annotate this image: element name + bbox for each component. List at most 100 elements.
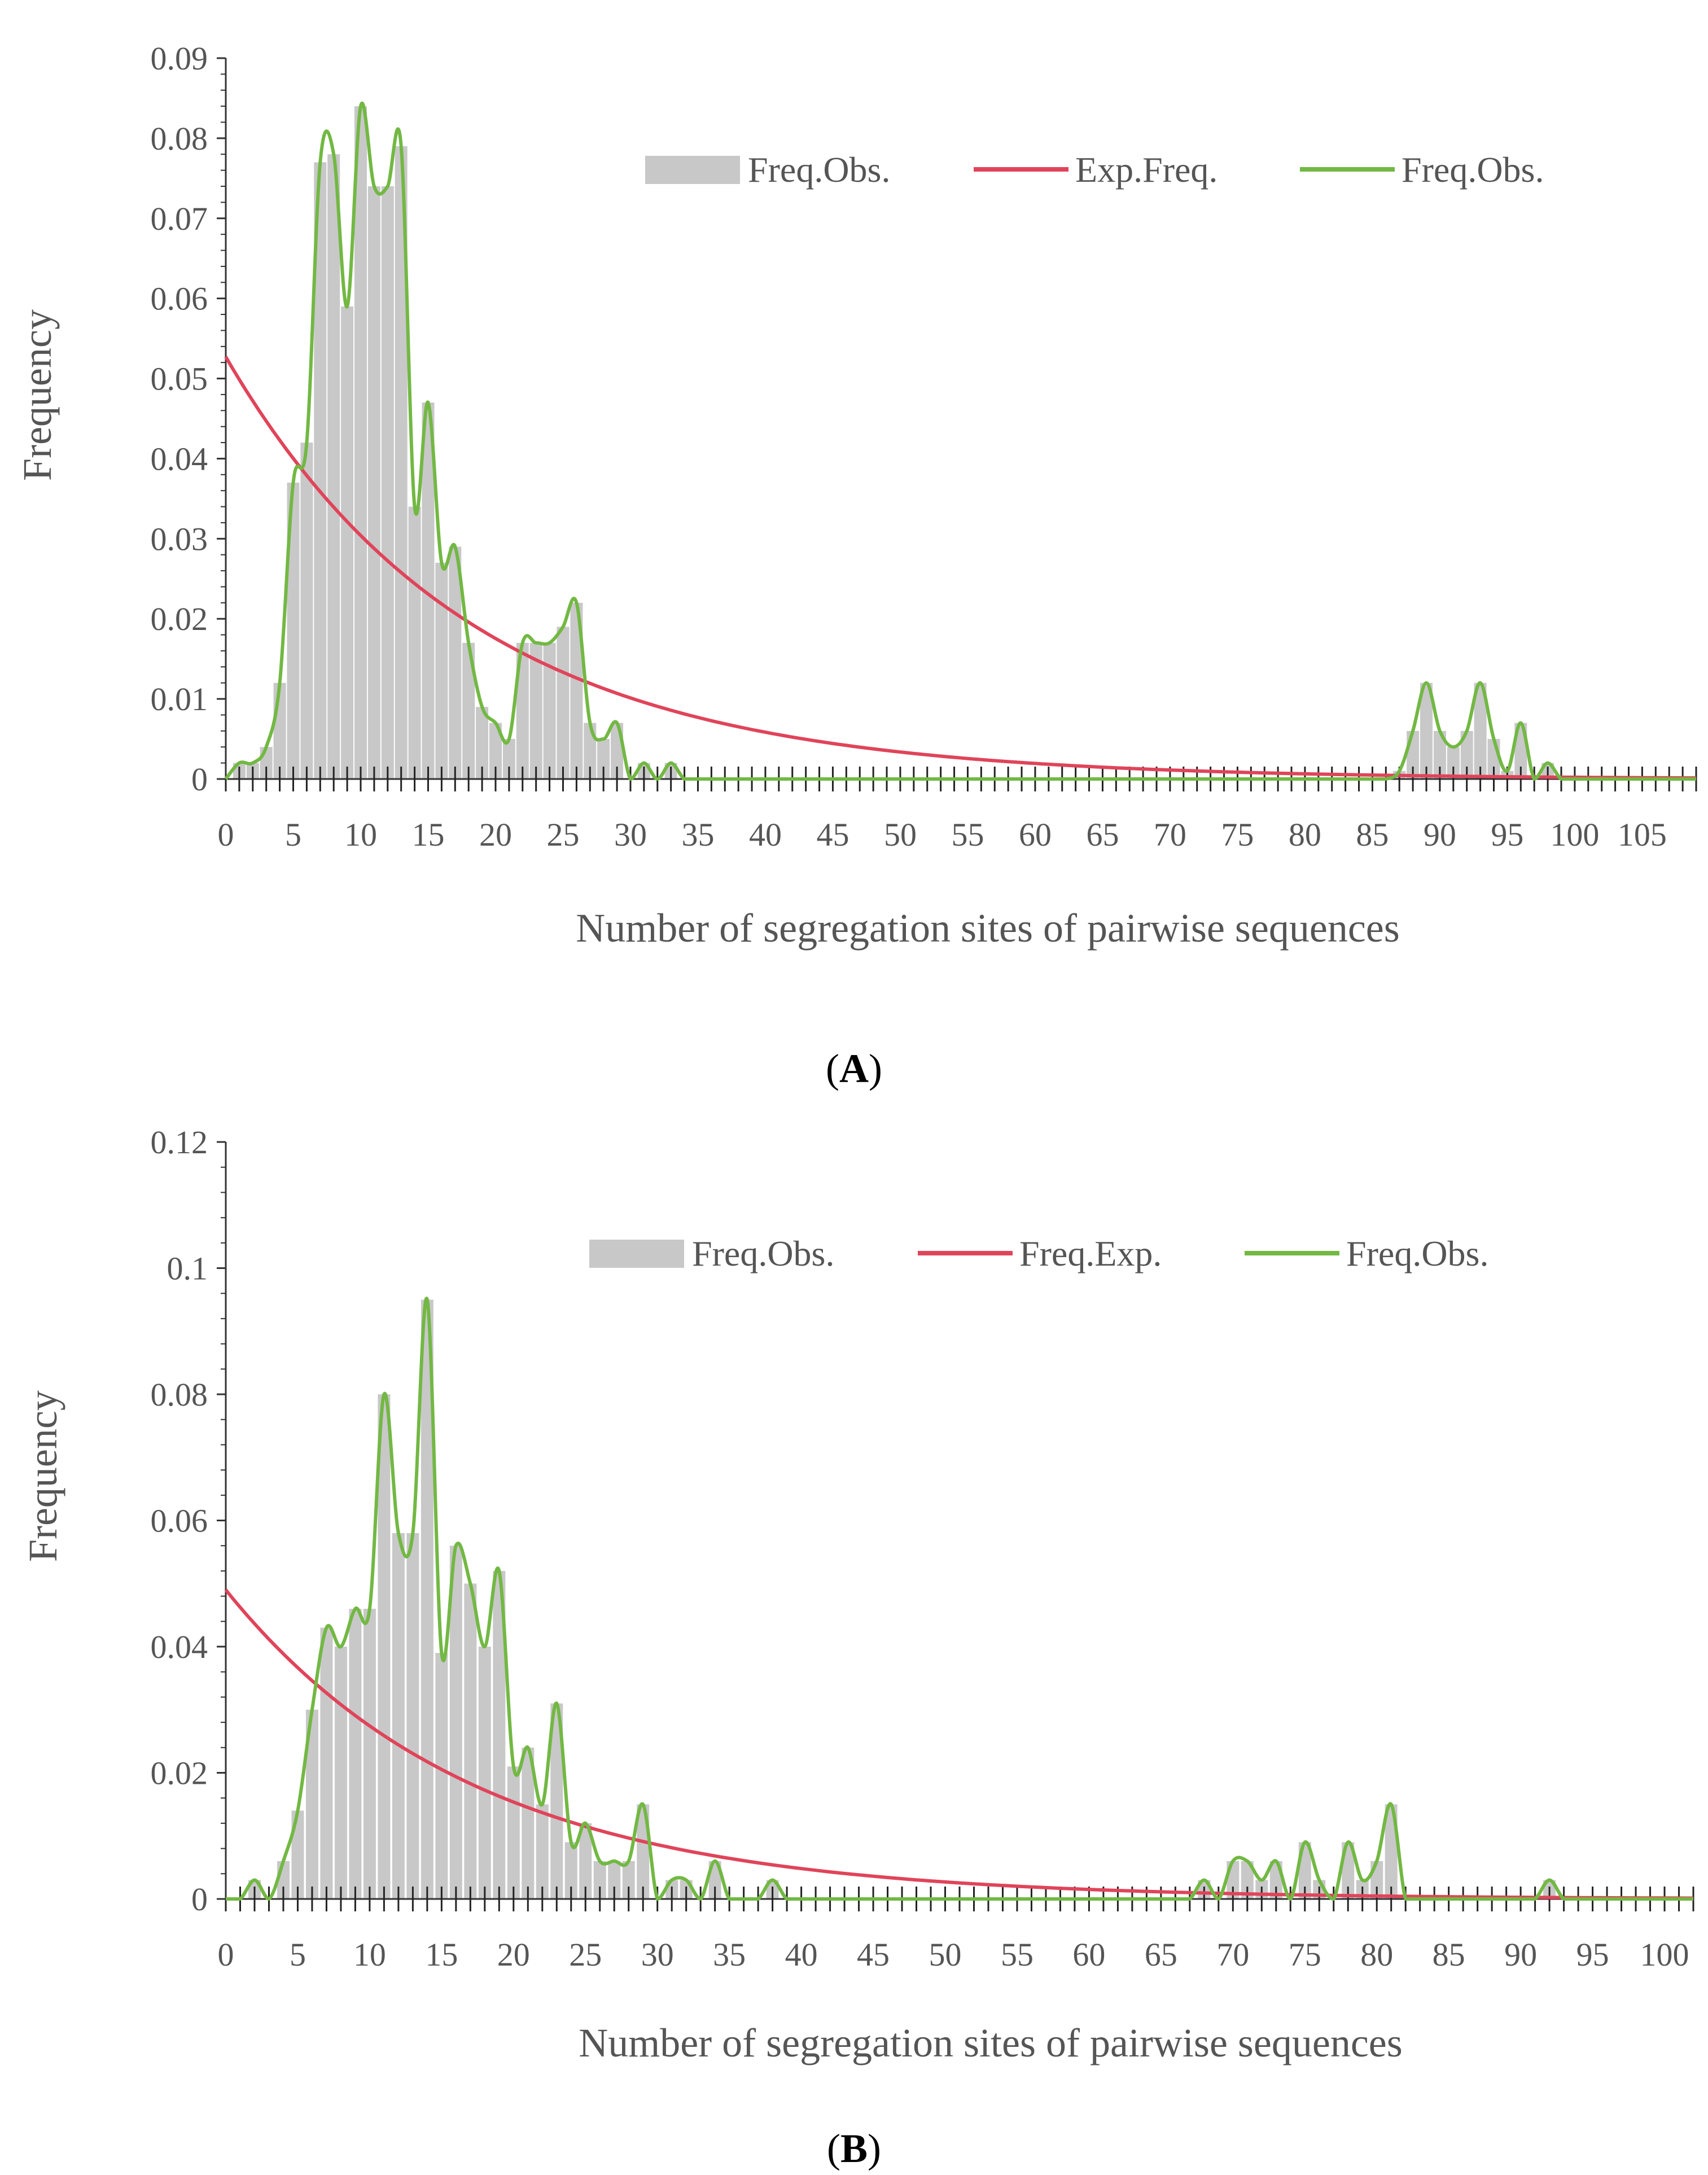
legend-label-bars: Freq.Obs. <box>692 1233 834 1274</box>
bar <box>349 1608 362 1899</box>
panel-label-b: (B) <box>827 2126 881 2171</box>
x-tick-label: 25 <box>569 1936 602 1973</box>
y-tick-label: 0.09 <box>151 40 208 77</box>
legend: Freq.Obs. Freq.Exp. Freq.Obs. <box>589 1233 1488 1274</box>
x-tick-label: 55 <box>1001 1936 1033 1973</box>
legend-label-bars: Freq.Obs. <box>748 150 890 190</box>
bar <box>608 1861 621 1899</box>
x-tick-label: 15 <box>425 1936 458 1973</box>
x-tick-label: 105 <box>1618 816 1667 853</box>
x-tick-label: 100 <box>1640 1936 1689 1973</box>
bar <box>476 707 489 779</box>
bar <box>395 146 408 780</box>
bar <box>1447 747 1460 779</box>
bar <box>422 402 435 779</box>
legend-label-observed: Freq.Obs. <box>1402 150 1544 190</box>
bar <box>408 506 421 779</box>
bar <box>570 602 583 779</box>
bar <box>522 1747 535 1899</box>
bar <box>341 306 354 779</box>
bar <box>1420 682 1433 779</box>
bar <box>597 739 610 779</box>
bar <box>435 1653 448 1899</box>
bar <box>354 106 367 780</box>
legend-label-expected: Exp.Freq. <box>1075 150 1218 190</box>
x-tick-label: 5 <box>290 1936 306 1973</box>
bar <box>449 1546 462 1899</box>
bar <box>1241 1861 1254 1899</box>
bar <box>489 723 502 779</box>
x-tick-label: 65 <box>1145 1936 1177 1973</box>
x-tick-label: 5 <box>285 816 301 853</box>
observed-bars <box>233 106 1554 780</box>
bar <box>1433 730 1446 779</box>
bar <box>507 1766 520 1899</box>
expected-frequency-line <box>224 356 1696 780</box>
x-tick-label: 0 <box>218 816 234 853</box>
y-tick-label: 0.05 <box>151 361 208 397</box>
bar <box>435 562 448 779</box>
bar <box>291 1810 304 1899</box>
x-tick-label: 15 <box>411 816 444 853</box>
x-tick-label: 95 <box>1491 816 1523 853</box>
y-tick-label: 0.06 <box>151 1503 208 1539</box>
x-tick-label: 60 <box>1019 816 1052 853</box>
x-tick-label: 60 <box>1072 1936 1105 1973</box>
bar <box>622 1861 635 1899</box>
legend-swatch-bars <box>645 156 740 184</box>
x-tick-label: 95 <box>1576 1936 1609 1973</box>
bar <box>421 1299 433 1899</box>
x-tick-label: 30 <box>614 816 647 853</box>
legend: Freq.Obs. Exp.Freq. Freq.Obs. <box>645 150 1544 190</box>
bar <box>314 162 327 779</box>
x-tick-label: 45 <box>816 816 849 853</box>
y-tick-label: 0 <box>191 1881 208 1918</box>
x-tick-label: 45 <box>857 1936 890 1973</box>
x-tick-label: 35 <box>681 816 714 853</box>
x-tick-label: 85 <box>1433 1936 1465 1973</box>
bar <box>1460 730 1473 779</box>
x-tick-label: 20 <box>479 816 512 853</box>
y-tick-label: 0.08 <box>151 120 208 157</box>
legend-swatch-bars <box>589 1240 684 1268</box>
bar <box>406 1533 419 1899</box>
bar <box>378 1394 391 1899</box>
bar <box>478 1647 491 1899</box>
bar <box>392 1533 405 1899</box>
x-tick-label: 35 <box>713 1936 746 1973</box>
bar <box>502 739 515 779</box>
bar <box>381 186 394 779</box>
x-tick-label: 10 <box>344 816 377 853</box>
bar <box>327 154 340 780</box>
observed-frequency-line <box>224 102 1696 781</box>
y-tick-label: 0.1 <box>167 1250 208 1287</box>
x-tick-label: 40 <box>749 816 782 853</box>
y-tick-label: 0.12 <box>151 1124 208 1161</box>
x-tick-label: 50 <box>929 1936 962 1973</box>
bar <box>462 642 475 779</box>
x-tick-label: 70 <box>1154 816 1186 853</box>
x-axis-title: Number of segregation sites of pairwise … <box>576 905 1400 951</box>
bar <box>493 1570 506 1899</box>
bar <box>579 1823 592 1899</box>
bar <box>557 627 570 779</box>
y-tick-label: 0.07 <box>151 200 208 237</box>
panel-label-a: (A) <box>826 1046 882 1091</box>
x-tick-label: 75 <box>1221 816 1254 853</box>
x-tick-label: 65 <box>1086 816 1119 853</box>
y-tick-label: 0.04 <box>151 440 208 477</box>
series-lines <box>224 1297 1693 1901</box>
bar <box>320 1627 333 1899</box>
y-tick-label: 0.02 <box>151 1755 208 1792</box>
bar <box>367 186 380 779</box>
y-tick-label: 0 <box>191 761 208 798</box>
bar <box>593 1861 606 1899</box>
legend-label-observed: Freq.Obs. <box>1346 1233 1488 1274</box>
chart-b: 0 5 10 15 20 25 30 35 40 45 50 55 60 65 70 75 80 85 90 95 10… <box>20 1124 1694 2171</box>
bar <box>708 1861 721 1899</box>
y-tick-label: 0.06 <box>151 281 208 317</box>
observed-bars <box>248 1299 1556 1899</box>
y-tick-label: 0.01 <box>151 681 208 717</box>
x-axis-title: Number of segregation sites of pairwise … <box>579 2020 1403 2065</box>
